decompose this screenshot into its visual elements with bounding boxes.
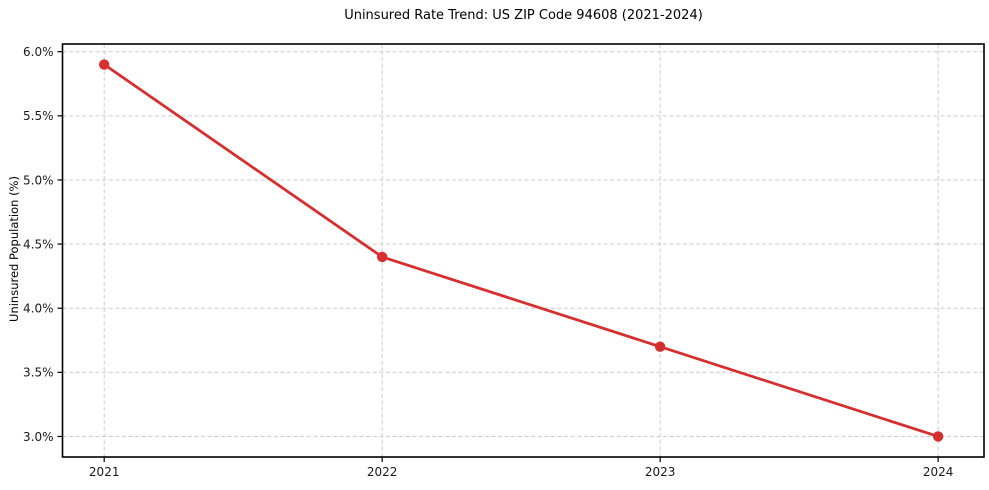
y-tick-label: 5.0% (23, 173, 54, 187)
x-tick-label: 2022 (367, 465, 398, 479)
plot-border (61, 43, 985, 458)
x-tick-label: 2021 (89, 465, 120, 479)
y-tick-label: 4.0% (23, 302, 54, 316)
y-tick-label: 3.5% (23, 366, 54, 380)
data-point-2024 (932, 431, 944, 442)
data-point-2021 (98, 59, 110, 70)
chart-title: Uninsured Rate Trend: US ZIP Code 94608 … (344, 8, 703, 23)
data-point-2022 (376, 251, 388, 263)
y-tick-label: 6.0% (23, 45, 54, 59)
y-tick-label: 4.5% (23, 237, 54, 251)
y-tick-label: 5.5% (23, 109, 54, 123)
x-tick-label: 2023 (645, 465, 676, 479)
x-tick-label: 2024 (923, 465, 954, 479)
y-tick-label: 3.0% (23, 430, 54, 444)
data-point-2023 (654, 341, 666, 352)
trend-line (102, 63, 940, 438)
